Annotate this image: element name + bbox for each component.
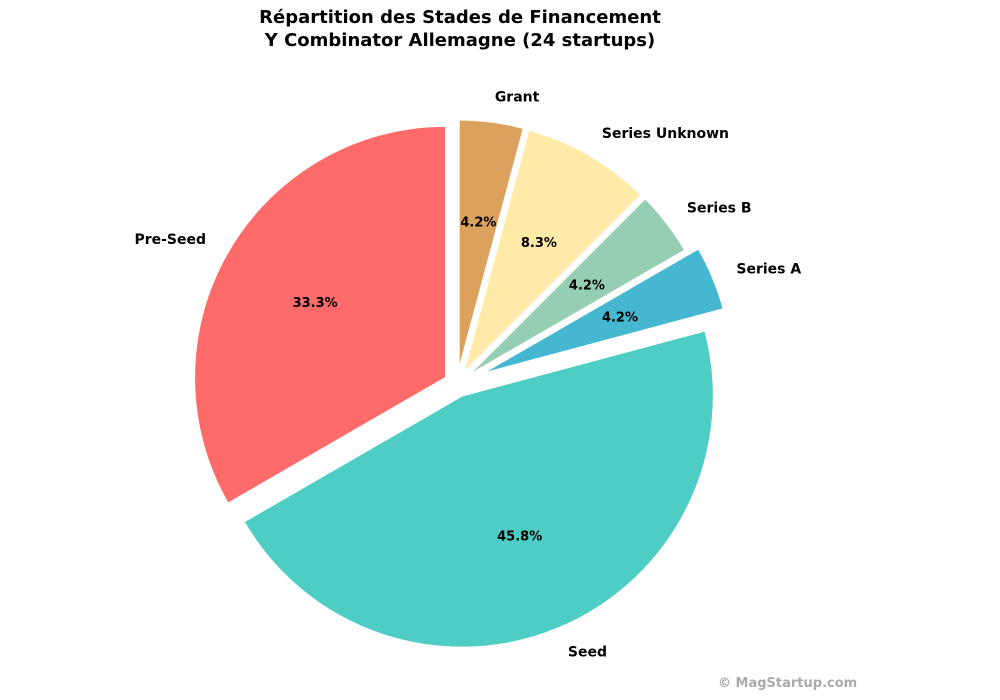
pie-slice-pre-seed	[193, 124, 448, 506]
chart-title: Répartition des Stades de Financement Y …	[0, 6, 920, 52]
slice-percent-label: 4.2%	[602, 310, 638, 325]
slice-label: Grant	[495, 90, 540, 106]
pie-slice-seed	[242, 329, 715, 649]
slice-label: Series A	[736, 261, 801, 277]
slice-percent-label: 4.2%	[460, 216, 496, 231]
slice-label: Seed	[568, 645, 607, 661]
watermark: © MagStartup.com	[718, 676, 858, 691]
chart-title-line2: Y Combinator Allemagne (24 startups)	[264, 30, 656, 51]
pie-slice-series-b	[466, 196, 687, 378]
chart-title-line1: Répartition des Stades de Financement	[259, 7, 661, 28]
slice-label: Series B	[687, 201, 752, 217]
slice-percent-label: 45.8%	[497, 529, 542, 544]
slice-label: Series Unknown	[602, 126, 729, 142]
slice-percent-label: 33.3%	[293, 296, 338, 311]
slice-percent-label: 4.2%	[569, 278, 605, 293]
slice-percent-label: 8.3%	[521, 236, 557, 251]
pie-slice-series-a	[479, 246, 725, 376]
pie-slice-grant	[457, 118, 526, 372]
slice-label: Pre-Seed	[134, 232, 206, 248]
pie-slice-series-unknown	[461, 128, 643, 377]
